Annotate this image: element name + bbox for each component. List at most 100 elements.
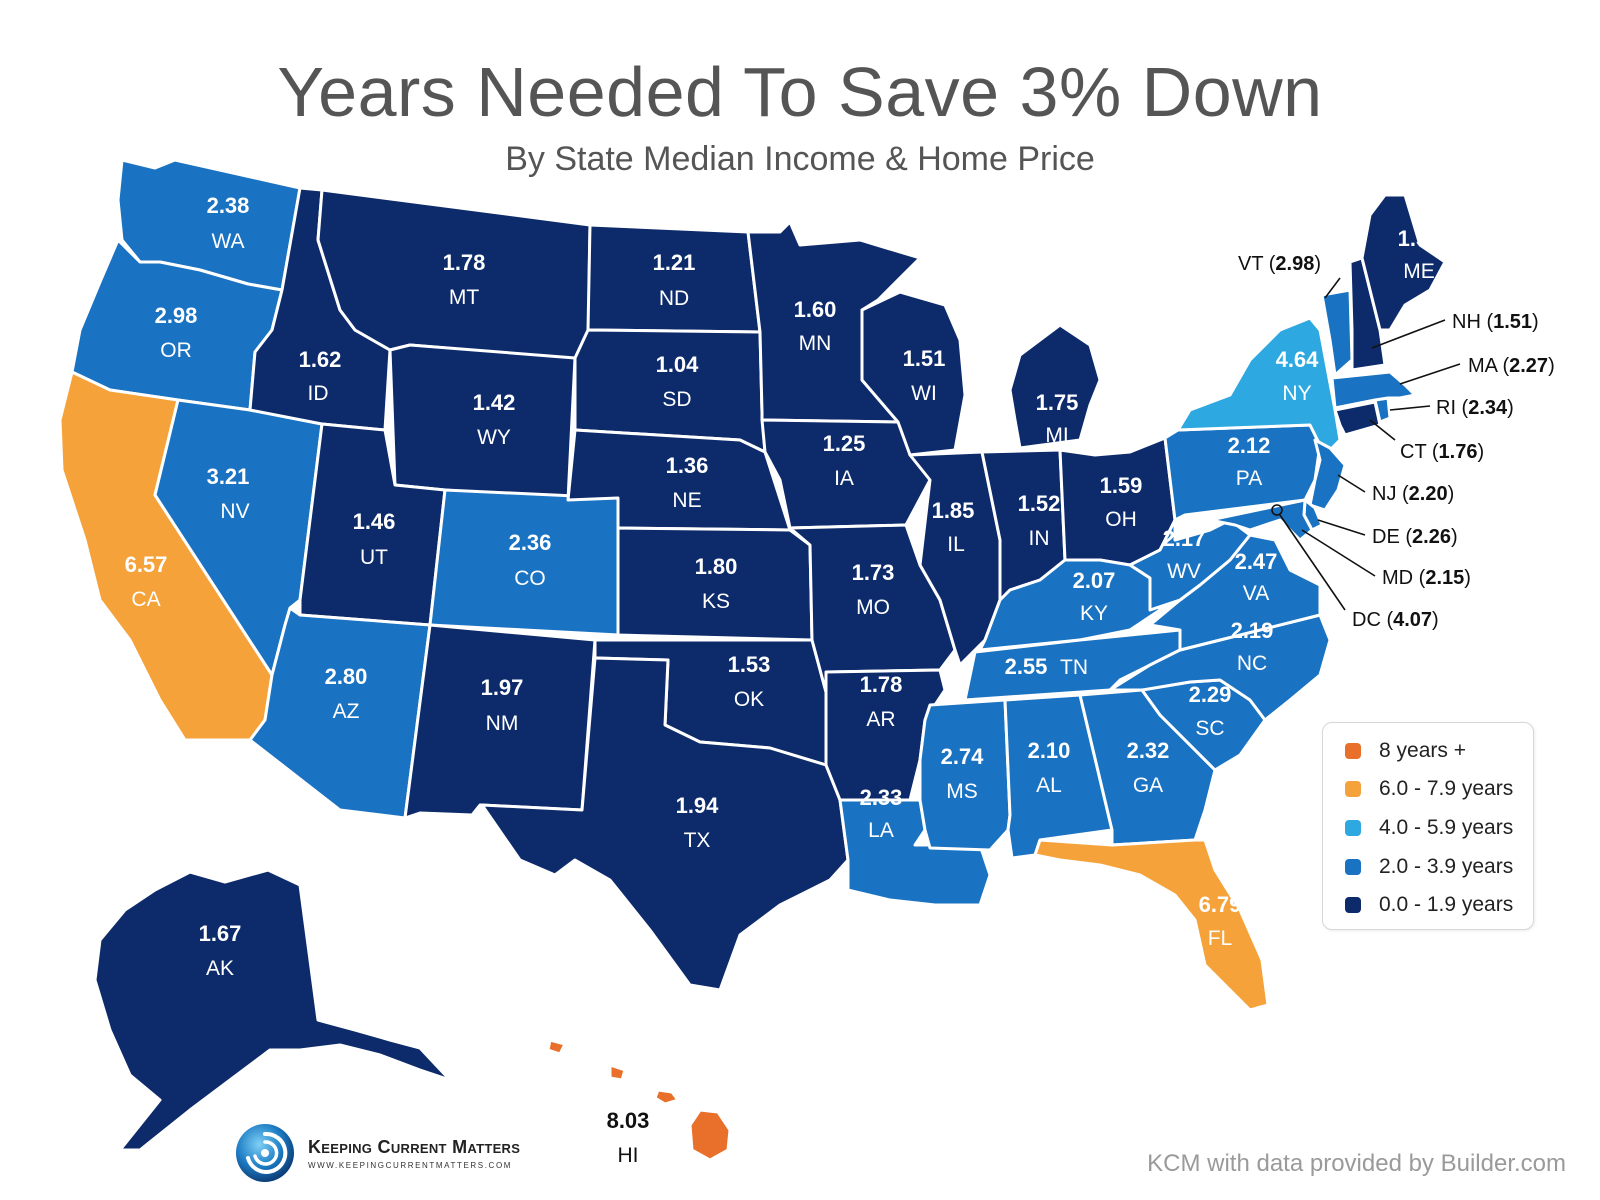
svg-text:AR: AR	[866, 708, 895, 731]
label-mn: 1.60 MN	[794, 297, 837, 355]
svg-text:IA: IA	[834, 467, 854, 490]
svg-text:2.80: 2.80	[325, 664, 368, 689]
svg-text:WV: WV	[1167, 560, 1201, 583]
state-ct	[1333, 400, 1382, 437]
label-ms: 2.74 MS	[941, 744, 985, 803]
svg-text:OR: OR	[160, 339, 192, 362]
label-or: 2.98 OR	[155, 303, 198, 362]
svg-text:VT (2.98): VT (2.98)	[1238, 253, 1321, 275]
svg-text:CA: CA	[131, 588, 160, 611]
label-co: 2.36 CO	[509, 530, 552, 590]
svg-text:2.36: 2.36	[509, 530, 552, 555]
svg-text:1.75: 1.75	[1036, 390, 1079, 415]
label-sc: 2.29 SC	[1189, 682, 1232, 740]
callout-nj: NJ (2.20)	[1337, 474, 1454, 505]
svg-text:KS: KS	[702, 590, 730, 613]
state-hi-island	[653, 1088, 680, 1106]
legend-item: 2.0 - 3.9 years	[1345, 855, 1513, 879]
label-il: 1.85 IL	[932, 498, 975, 556]
svg-text:MT: MT	[449, 286, 479, 309]
source-credit: KCM with data provided by Builder.com	[1147, 1150, 1566, 1177]
svg-text:6.57: 6.57	[125, 552, 168, 577]
label-mi: 1.75 MI	[1036, 390, 1079, 447]
svg-text:6.79: 6.79	[1199, 892, 1242, 917]
svg-text:1.51: 1.51	[903, 346, 946, 371]
svg-text:1.59: 1.59	[1100, 473, 1143, 498]
state-ak	[93, 868, 452, 1152]
label-fl: 6.79 FL	[1199, 892, 1242, 950]
svg-text:1.52: 1.52	[1018, 491, 1061, 516]
state-ma	[1330, 370, 1417, 410]
svg-text:NE: NE	[672, 489, 701, 512]
label-la: 2.33 LA	[860, 785, 903, 842]
svg-text:8.03: 8.03	[607, 1108, 650, 1133]
svg-text:AL: AL	[1036, 774, 1062, 797]
label-tx: 1.94 TX	[676, 793, 720, 852]
callout-ri: RI (2.34)	[1389, 397, 1514, 419]
svg-text:FL: FL	[1208, 927, 1233, 950]
svg-text:LA: LA	[868, 819, 894, 842]
brand-url: WWW.KEEPINGCURRENTMATTERS.COM	[308, 1160, 513, 1170]
svg-text:MS: MS	[946, 780, 978, 803]
state-hi-island	[608, 1063, 627, 1082]
svg-text:CO: CO	[514, 567, 546, 590]
svg-text:RI (2.34): RI (2.34)	[1436, 397, 1514, 419]
state-co	[428, 488, 620, 637]
state-oh	[1058, 436, 1177, 567]
svg-text:VA: VA	[1243, 582, 1269, 605]
label-pa: 2.12 PA	[1228, 433, 1271, 490]
legend-swatch	[1345, 859, 1361, 875]
legend-item: 4.0 - 5.9 years	[1345, 816, 1513, 840]
svg-text:NY: NY	[1282, 382, 1311, 405]
svg-text:MD (2.15): MD (2.15)	[1382, 567, 1471, 589]
map-subtitle: By State Median Income & Home Price	[505, 140, 1095, 178]
svg-text:2.32: 2.32	[1127, 738, 1170, 763]
svg-text:AK: AK	[206, 957, 234, 980]
svg-text:NM: NM	[486, 712, 519, 735]
svg-text:MO: MO	[856, 596, 890, 619]
label-wy: 1.42 WY	[473, 390, 516, 449]
svg-text:1.53: 1.53	[728, 652, 771, 677]
svg-text:TX: TX	[684, 829, 711, 852]
state-tx	[480, 656, 850, 992]
svg-text:MN: MN	[799, 332, 832, 355]
svg-text:1.78: 1.78	[443, 250, 486, 275]
label-nv: 3.21 NV	[207, 464, 250, 523]
svg-text:1.85: 1.85	[932, 498, 975, 523]
svg-text:2.38: 2.38	[207, 193, 250, 218]
svg-text:2.74: 2.74	[941, 744, 985, 769]
label-me: 1.55 ME	[1398, 226, 1441, 283]
legend-swatch	[1345, 743, 1361, 759]
svg-text:2.19: 2.19	[1231, 618, 1274, 643]
label-ne: 1.36 NE	[666, 453, 709, 512]
callout-md: MD (2.15)	[1301, 529, 1471, 589]
legend-swatch	[1345, 820, 1361, 836]
svg-text:GA: GA	[1133, 774, 1163, 797]
label-in: 1.52 IN	[1018, 491, 1061, 550]
state-wi	[860, 290, 967, 457]
legend: 8 years + 6.0 - 7.9 years 4.0 - 5.9 year…	[1322, 722, 1534, 930]
svg-text:1.73: 1.73	[852, 560, 895, 585]
label-nc: 2.19 NC	[1231, 618, 1274, 675]
label-wv: 2.17 WV	[1163, 526, 1206, 583]
label-az: 2.80 AZ	[325, 664, 368, 723]
legend-item: 0.0 - 1.9 years	[1345, 893, 1513, 917]
svg-text:MA (2.27): MA (2.27)	[1468, 355, 1555, 377]
svg-text:NV: NV	[220, 500, 249, 523]
state-wy	[388, 343, 577, 502]
callout-ma: MA (2.27)	[1399, 355, 1555, 385]
state-hi	[688, 1108, 732, 1162]
label-sd: 1.04 SD	[656, 352, 700, 411]
label-ga: 2.32 GA	[1127, 738, 1170, 797]
svg-text:DC (4.07): DC (4.07)	[1352, 609, 1439, 631]
label-ks: 1.80 KS	[695, 554, 738, 613]
label-mt: 1.78 MT	[443, 250, 486, 309]
label-nd: 1.21 ND	[653, 250, 696, 310]
svg-text:2.12: 2.12	[1228, 433, 1271, 458]
state-md	[1208, 498, 1314, 542]
svg-text:1.46: 1.46	[353, 509, 396, 534]
svg-text:HI: HI	[618, 1144, 639, 1167]
label-ar: 1.78 AR	[860, 672, 903, 731]
svg-text:1.78: 1.78	[860, 672, 903, 697]
